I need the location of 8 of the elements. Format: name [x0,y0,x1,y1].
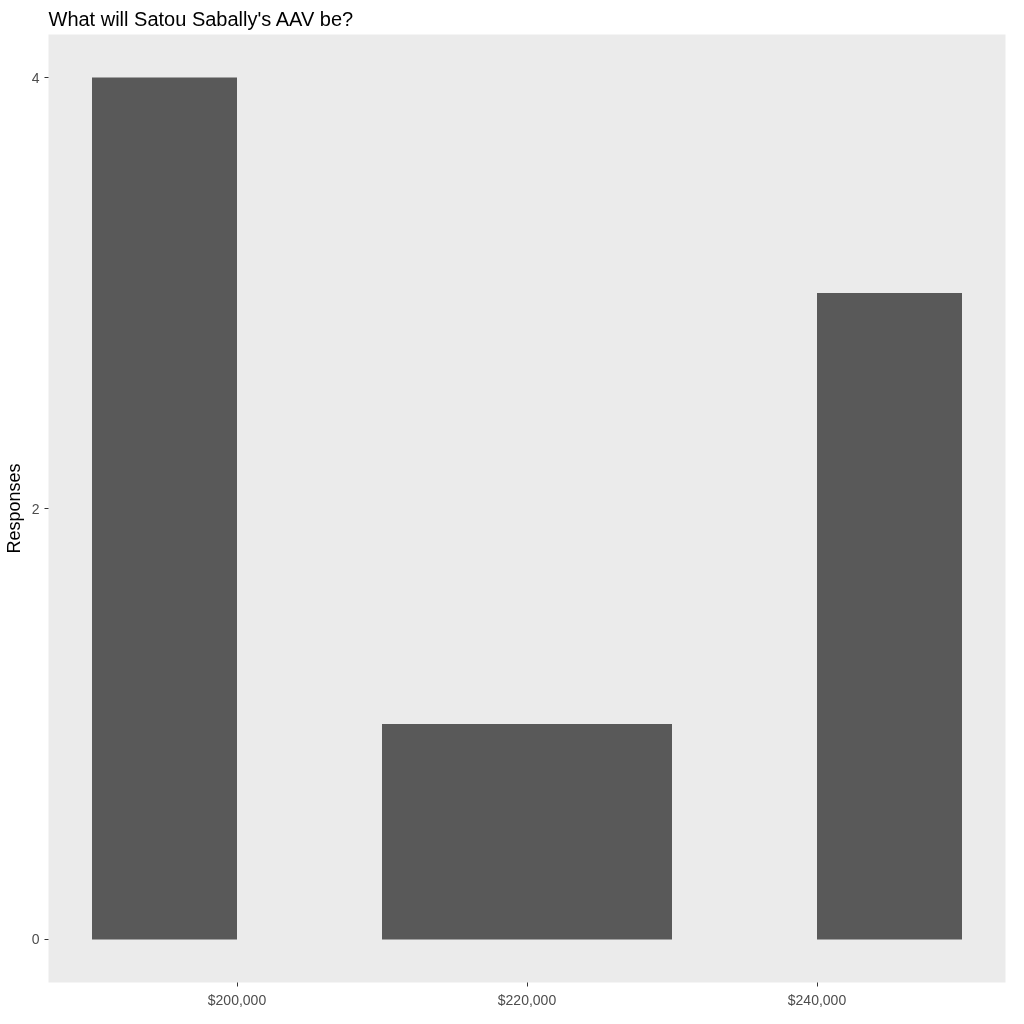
y-tick-label: 4 [31,69,40,86]
y-axis-title: Responses [3,463,24,554]
y-tick-label: 0 [31,931,40,948]
chart-title: What will Satou Sabally's AAV be? [48,7,354,30]
x-tick-label: $240,000 [787,991,847,1008]
x-tick-label: $200,000 [207,991,267,1008]
x-tick-label: $220,000 [497,991,557,1008]
y-tick-label: 2 [31,500,40,517]
